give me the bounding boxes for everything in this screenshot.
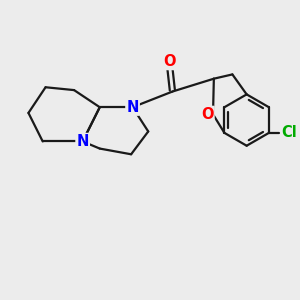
Text: O: O xyxy=(201,107,214,122)
Text: N: N xyxy=(126,100,139,115)
Text: N: N xyxy=(76,134,89,149)
Text: Cl: Cl xyxy=(281,125,297,140)
Text: O: O xyxy=(164,54,176,69)
